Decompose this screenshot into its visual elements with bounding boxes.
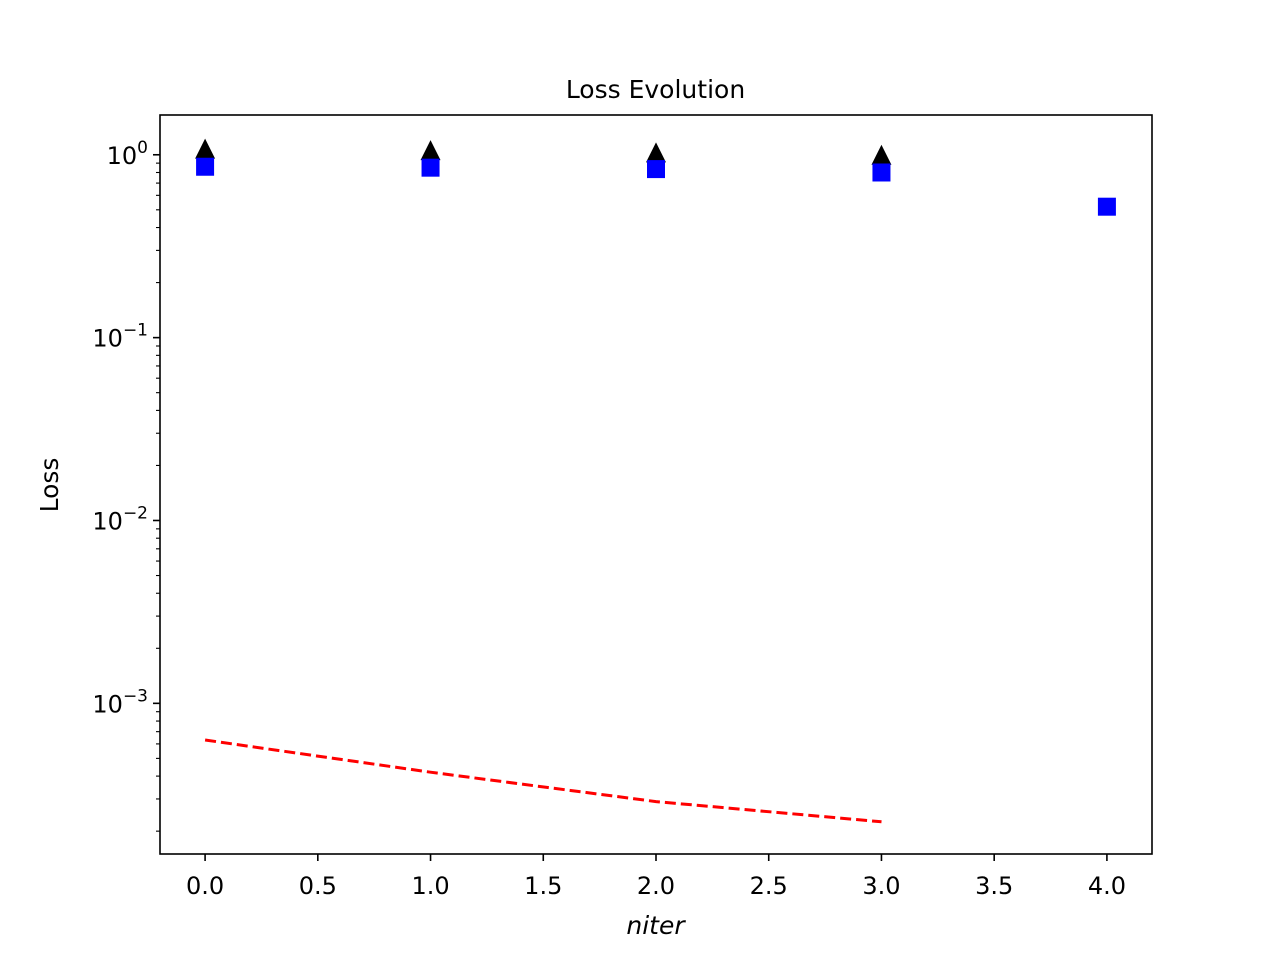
series-2-line — [204, 738, 882, 824]
plot-marks — [195, 138, 1116, 824]
x-tick-label: 0.0 — [186, 872, 224, 900]
y-tick-label: 100 — [107, 138, 148, 170]
triangle-point — [195, 138, 216, 159]
x-tick-label: 2.5 — [750, 872, 788, 900]
x-tick-label: 2.0 — [637, 872, 675, 900]
square-point — [647, 160, 665, 179]
y-tick-label: 10−2 — [92, 503, 148, 535]
plot-area — [159, 114, 1153, 855]
triangle-point — [420, 140, 441, 161]
y-tick-label: 10−3 — [92, 686, 148, 718]
square-point — [421, 158, 440, 177]
square-point — [872, 163, 891, 182]
x-tick-label: 1.0 — [411, 872, 449, 900]
triangle-point — [646, 142, 666, 163]
x-tick-label: 4.0 — [1088, 872, 1126, 900]
y-axis: 100 10−1 10−2 10−3 — [92, 138, 160, 832]
x-tick-label: 3.0 — [862, 872, 900, 900]
chart-title: Loss Evolution — [566, 75, 745, 104]
square-point — [196, 157, 215, 176]
y-tick-label: 10−1 — [92, 321, 148, 353]
y-axis-label: Loss — [35, 458, 64, 513]
x-axis-label: niter — [626, 911, 686, 940]
square-point — [1097, 197, 1116, 216]
x-axis: 0.0 0.5 1.0 1.5 2.0 2.5 3.0 3.5 4.0 — [186, 854, 1126, 900]
triangle-point — [871, 144, 892, 165]
x-tick-label: 3.5 — [975, 872, 1013, 900]
x-tick-label: 0.5 — [299, 872, 337, 900]
x-tick-label: 1.5 — [524, 872, 562, 900]
